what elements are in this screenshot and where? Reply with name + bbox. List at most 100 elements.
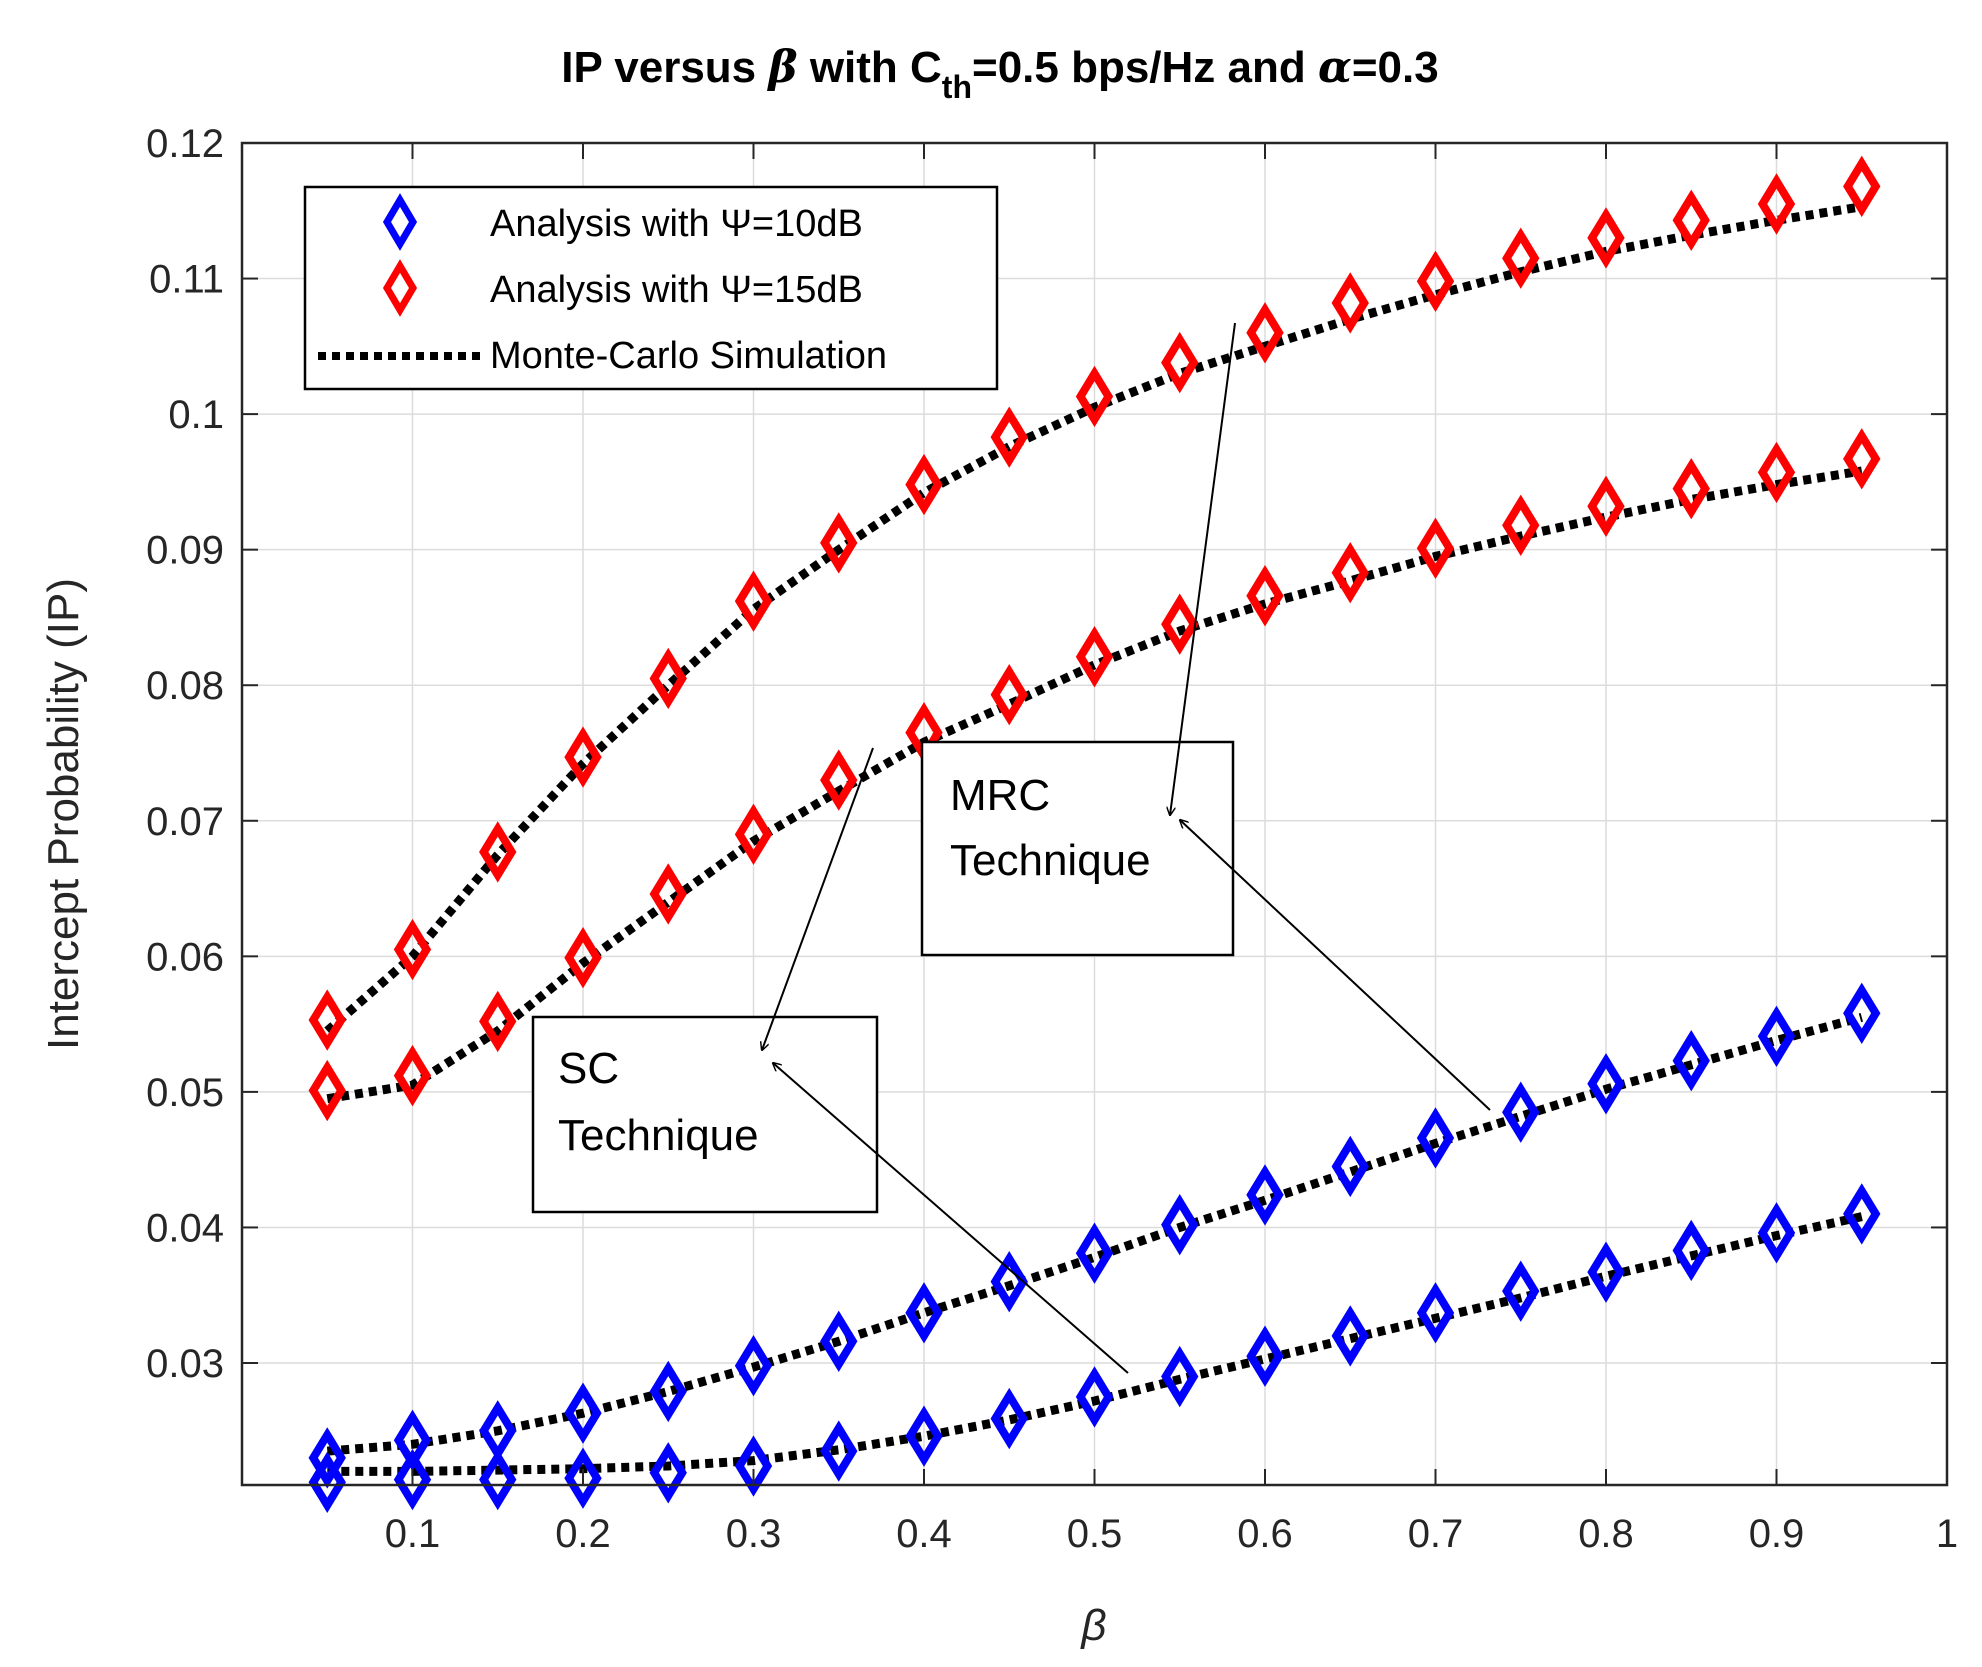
x-tick-label: 0.2 (555, 1512, 611, 1556)
title-beta: β (766, 42, 797, 93)
data-point-series-2 (1502, 1081, 1540, 1143)
legend-marker-red (382, 259, 418, 317)
y-tick-label: 0.03 (146, 1342, 224, 1386)
data-point-series-1 (1161, 593, 1199, 655)
mrc-label-line1: MRC (950, 771, 1050, 820)
legend: Analysis with Ψ=10dB Analysis with Ψ=15d… (303, 185, 999, 391)
data-point-series-0 (990, 406, 1028, 468)
data-point-series-3 (1161, 1345, 1199, 1408)
data-point-series-2 (1331, 1135, 1369, 1198)
legend-label-15db: Analysis with Ψ=15dB (490, 269, 863, 311)
sc-box (531, 1015, 879, 1214)
sc-annotation: SC Technique (531, 747, 1129, 1374)
sc-label-line1: SC (558, 1044, 619, 1093)
y-tick-label: 0.1 (168, 393, 224, 437)
mrc-box (920, 740, 1235, 957)
data-point-series-1 (990, 664, 1028, 726)
data-point-series-0 (1246, 302, 1284, 364)
legend-label-10db: Analysis with Ψ=10dB (490, 203, 863, 245)
x-tick-labels: 0.1 0.2 0.3 0.4 0.5 0.6 0.7 0.8 0.9 1 (385, 1512, 1958, 1556)
data-point-series-1 (1843, 428, 1881, 490)
data-point-series-2 (308, 1427, 346, 1489)
data-point-series-2 (1672, 1030, 1710, 1092)
simulation-lines (324, 202, 1863, 1476)
x-tick-label: 0.9 (1749, 1512, 1805, 1556)
data-point-series-0 (1587, 207, 1625, 269)
data-point-series-3 (393, 1448, 432, 1511)
y-tick-label: 0.07 (146, 800, 224, 844)
data-point-series-1 (564, 926, 602, 989)
legend-label-simulation: Monte-Carlo Simulation (490, 335, 887, 377)
data-point-series-1 (393, 1044, 432, 1107)
data-point-series-1 (479, 990, 517, 1053)
data-point-series-0 (1502, 227, 1540, 289)
simulation-line-1 (326, 466, 1863, 1104)
title-subscript: th (942, 69, 972, 105)
data-point-series-2 (1757, 1005, 1796, 1068)
data-point-series-0 (479, 821, 517, 883)
data-point-series-0 (564, 726, 602, 788)
data-point-series-1 (734, 803, 773, 866)
data-point-series-1 (820, 749, 858, 811)
data-point-series-2 (564, 1382, 602, 1444)
data-point-series-0 (1161, 331, 1199, 394)
y-tick-label: 0.08 (146, 664, 224, 708)
mrc-arrow-top (1170, 322, 1236, 815)
data-point-series-0 (393, 918, 432, 981)
data-point-series-1 (1331, 542, 1369, 604)
x-tick-label: 0.4 (896, 1512, 952, 1556)
x-tick-label: 0.1 (385, 1512, 441, 1556)
data-markers (308, 155, 1881, 1513)
data-point-series-1 (1502, 494, 1540, 556)
sc-label-line2: Technique (558, 1111, 759, 1160)
data-point-series-0 (1075, 365, 1114, 428)
data-point-series-3 (479, 1448, 517, 1511)
data-point-series-1 (308, 1059, 346, 1122)
data-point-series-3 (1416, 1282, 1455, 1344)
data-point-series-1 (649, 863, 687, 925)
title-prefix: IP versus (561, 43, 768, 92)
data-point-series-2 (990, 1250, 1028, 1313)
chart-title: IP versus β with Cth=0.5 bps/Hz and α=0.… (561, 42, 1438, 105)
y-axis-label: Intercept Probability (IP) (39, 578, 88, 1050)
axis-ticks (242, 142, 1948, 1485)
data-point-series-3 (649, 1442, 687, 1504)
y-tick-label: 0.05 (146, 1071, 224, 1115)
data-point-series-0 (1416, 250, 1455, 312)
data-point-series-1 (1587, 475, 1625, 537)
data-point-series-0 (820, 512, 858, 574)
data-point-series-3 (1246, 1325, 1284, 1387)
data-point-series-0 (734, 570, 773, 632)
data-point-series-0 (1331, 272, 1369, 334)
data-point-series-0 (1672, 189, 1710, 251)
data-point-series-3 (308, 1451, 346, 1513)
data-point-series-3 (734, 1435, 773, 1497)
data-point-series-1 (1416, 517, 1455, 580)
data-point-series-2 (1161, 1194, 1199, 1256)
y-tick-label: 0.09 (146, 529, 224, 573)
title-mid: with C (798, 43, 942, 92)
data-point-series-3 (990, 1387, 1028, 1450)
data-point-series-2 (1075, 1222, 1114, 1284)
data-point-series-2 (1246, 1164, 1284, 1226)
title-rest: =0.5 bps/Hz and (972, 43, 1318, 92)
simulation-line-3 (327, 1212, 1863, 1476)
simulation-line-2 (326, 1012, 1863, 1456)
data-point-series-2 (820, 1310, 858, 1373)
data-point-series-3 (905, 1405, 943, 1467)
y-tick-label: 0.11 (149, 258, 224, 302)
data-point-series-3 (1587, 1241, 1625, 1303)
data-point-series-0 (1843, 155, 1881, 218)
x-tick-label: 0.3 (726, 1512, 782, 1556)
title-alpha: α (1318, 42, 1352, 93)
data-point-series-0 (905, 453, 943, 516)
x-tick-label: 0.7 (1408, 1512, 1464, 1556)
data-point-series-3 (1757, 1202, 1796, 1264)
mrc-arrow-bottom (1180, 820, 1491, 1111)
x-tick-label: 0.5 (1067, 1512, 1123, 1556)
data-point-series-3 (1672, 1219, 1710, 1282)
y-tick-label: 0.12 (146, 122, 224, 166)
data-point-series-2 (905, 1282, 943, 1344)
data-point-series-1 (1075, 626, 1114, 688)
y-tick-labels: 0.03 0.04 0.05 0.06 0.07 0.08 0.09 0.1 0.11 0.12 (146, 122, 224, 1386)
